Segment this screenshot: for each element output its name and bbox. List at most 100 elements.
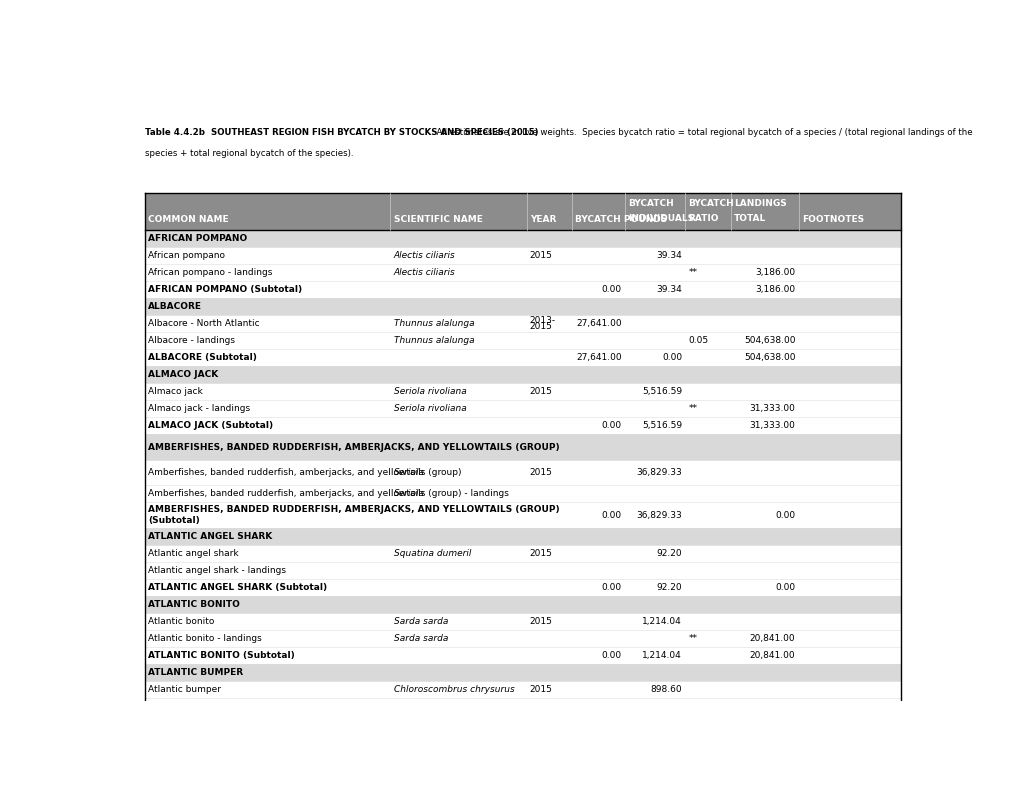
Text: Almaco jack - landings: Almaco jack - landings	[148, 404, 250, 414]
Text: INDIVIDUALS: INDIVIDUALS	[628, 214, 693, 223]
Bar	[145, 281, 900, 299]
Text: ALMACO JACK: ALMACO JACK	[148, 370, 218, 379]
Text: Atlantic bumper - landings: Atlantic bumper - landings	[148, 701, 268, 711]
Text: TOTAL: TOTAL	[733, 214, 765, 223]
Text: Amberfishes, banded rudderfish, amberjacks, and yellowtails (group) - landings: Amberfishes, banded rudderfish, amberjac…	[148, 489, 508, 498]
Bar	[145, 230, 900, 247]
Text: Almaco jack: Almaco jack	[148, 388, 203, 396]
Text: Table 4.4.2b  SOUTHEAST REGION FISH BYCATCH BY STOCKS AND SPECIES (2015): Table 4.4.2b SOUTHEAST REGION FISH BYCAT…	[145, 128, 538, 137]
Text: Atlantic bonito: Atlantic bonito	[148, 617, 214, 626]
Bar	[145, 384, 900, 400]
Text: 92.20: 92.20	[656, 548, 682, 558]
Text: 0.00: 0.00	[601, 285, 621, 295]
Text: (Subtotal): (Subtotal)	[148, 515, 200, 525]
Text: Seriola rivoliana: Seriola rivoliana	[393, 404, 466, 414]
Text: ATLANTIC ANGEL SHARK (Subtotal): ATLANTIC ANGEL SHARK (Subtotal)	[148, 583, 327, 592]
Text: ATLANTIC ANGEL SHARK: ATLANTIC ANGEL SHARK	[148, 532, 272, 541]
Text: 39.34: 39.34	[655, 285, 682, 295]
Text: Atlantic angel shark - landings: Atlantic angel shark - landings	[148, 566, 285, 574]
Text: 0.00: 0.00	[774, 583, 795, 592]
Text: African pompano - landings: African pompano - landings	[148, 269, 272, 277]
Text: FOOTNOTES: FOOTNOTES	[801, 215, 863, 225]
Text: 5,516.59: 5,516.59	[641, 388, 682, 396]
Bar	[145, 502, 900, 528]
Text: 5,516.59: 5,516.59	[641, 422, 682, 430]
Text: 31,333.00: 31,333.00	[749, 422, 795, 430]
Bar	[145, 528, 900, 545]
Text: 20,841.00: 20,841.00	[749, 634, 795, 643]
Bar	[145, 545, 900, 562]
Text: 898.60: 898.60	[650, 685, 682, 693]
Bar	[145, 460, 900, 485]
Text: 2015: 2015	[529, 251, 552, 261]
Text: Atlantic bonito - landings: Atlantic bonito - landings	[148, 634, 262, 643]
Text: Thunnus alalunga: Thunnus alalunga	[393, 319, 474, 329]
Bar	[145, 715, 900, 732]
Text: 36,829.33: 36,829.33	[636, 511, 682, 519]
Text: All estimates are in live weights.  Species bycatch ratio = total regional bycat: All estimates are in live weights. Speci…	[431, 128, 972, 137]
Text: 92.20: 92.20	[656, 583, 682, 592]
Bar	[145, 333, 900, 349]
Bar	[145, 630, 900, 647]
Text: 1,214.04: 1,214.04	[642, 617, 682, 626]
Text: Sarda sarda: Sarda sarda	[393, 617, 447, 626]
Text: 36,829.33: 36,829.33	[636, 468, 682, 477]
Text: species + total regional bycatch of the species).: species + total regional bycatch of the …	[145, 149, 353, 158]
Text: 2015: 2015	[529, 322, 552, 332]
Text: AMBERFISHES, BANDED RUDDERFISH, AMBERJACKS, AND YELLOWTAILS (GROUP): AMBERFISHES, BANDED RUDDERFISH, AMBERJAC…	[148, 505, 559, 515]
Text: Thunnus alalunga: Thunnus alalunga	[393, 336, 474, 345]
Text: Seriola: Seriola	[393, 468, 424, 477]
Bar	[145, 485, 900, 502]
Bar	[145, 681, 900, 697]
Text: 2015: 2015	[529, 388, 552, 396]
Text: 1,214.04: 1,214.04	[642, 651, 682, 660]
Text: SCIENTIFIC NAME: SCIENTIFIC NAME	[393, 215, 482, 225]
Text: 0.00: 0.00	[661, 353, 682, 362]
Text: AFRICAN POMPANO (Subtotal): AFRICAN POMPANO (Subtotal)	[148, 285, 302, 295]
Text: 27,641.00: 27,641.00	[576, 353, 621, 362]
Text: ALBACORE (Subtotal): ALBACORE (Subtotal)	[148, 353, 257, 362]
Text: AFRICAN POMPANO: AFRICAN POMPANO	[148, 235, 247, 243]
Text: 31,333.00: 31,333.00	[749, 404, 795, 414]
Bar	[145, 247, 900, 265]
Text: AMBERFISHES, BANDED RUDDERFISH, AMBERJACKS, AND YELLOWTAILS (GROUP): AMBERFISHES, BANDED RUDDERFISH, AMBERJAC…	[148, 443, 559, 452]
Text: 0.00: 0.00	[601, 422, 621, 430]
Text: 2015: 2015	[529, 685, 552, 693]
Text: 0.00: 0.00	[774, 719, 795, 727]
Text: 504,638.00: 504,638.00	[743, 336, 795, 345]
Text: **: **	[688, 634, 697, 643]
Text: 898.60: 898.60	[650, 719, 682, 727]
Bar	[145, 366, 900, 384]
Bar	[145, 400, 900, 418]
Text: Seriola rivoliana: Seriola rivoliana	[393, 388, 466, 396]
Text: **: **	[688, 269, 697, 277]
Text: 504,638.00: 504,638.00	[743, 353, 795, 362]
Bar	[145, 596, 900, 613]
Text: 0.00: 0.00	[601, 651, 621, 660]
Text: **: **	[688, 404, 697, 414]
Text: 2015: 2015	[529, 468, 552, 477]
Text: Seriola: Seriola	[393, 489, 424, 498]
Text: ATLANTIC BONITO (Subtotal): ATLANTIC BONITO (Subtotal)	[148, 651, 294, 660]
Text: 2015: 2015	[529, 617, 552, 626]
Text: 3,186.00: 3,186.00	[754, 269, 795, 277]
Text: ALBACORE: ALBACORE	[148, 303, 202, 311]
Text: 20,841.00: 20,841.00	[749, 651, 795, 660]
Text: Atlantic angel shark: Atlantic angel shark	[148, 548, 238, 558]
Text: African pompano: African pompano	[148, 251, 225, 261]
Text: BYCATCH: BYCATCH	[628, 199, 673, 208]
Bar	[145, 349, 900, 366]
Bar	[145, 697, 900, 715]
Text: 2013-: 2013-	[529, 316, 555, 325]
Text: Chloroscombrus chrysurus: Chloroscombrus chrysurus	[393, 685, 514, 693]
Bar	[145, 647, 900, 663]
Bar	[145, 315, 900, 333]
Text: BYCATCH: BYCATCH	[688, 199, 734, 208]
Text: Amberfishes, banded rudderfish, amberjacks, and yellowtails (group): Amberfishes, banded rudderfish, amberjac…	[148, 468, 462, 477]
Text: 2015: 2015	[529, 548, 552, 558]
Text: RATIO: RATIO	[688, 214, 718, 223]
Text: BYCATCH POUNDS: BYCATCH POUNDS	[575, 215, 666, 225]
Bar	[145, 562, 900, 578]
Bar	[145, 613, 900, 630]
Text: ATLANTIC BUMPER: ATLANTIC BUMPER	[148, 667, 243, 677]
